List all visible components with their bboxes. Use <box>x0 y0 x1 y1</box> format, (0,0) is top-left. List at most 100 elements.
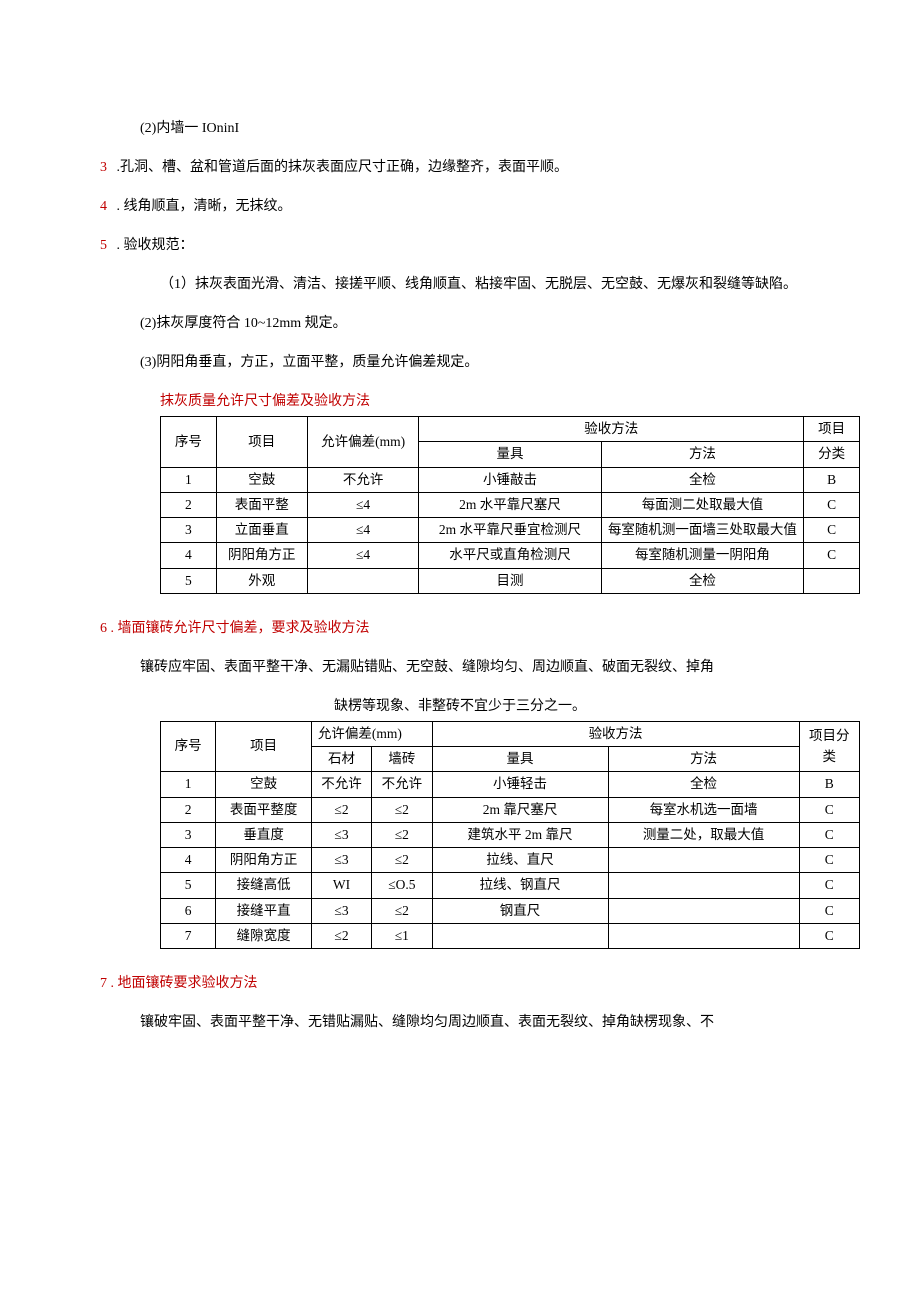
cell: 7 <box>161 923 216 948</box>
table-header-row: 序号 项目 允许偏差(mm) 验收方法 项目 <box>161 417 860 442</box>
cell: 每室随机测量一阴阳角 <box>601 543 804 568</box>
cell: C <box>799 822 859 847</box>
table-row: 4阴阳角方正≤3≤2拉线、直尺C <box>161 848 860 873</box>
item-text: .孔洞、槽、盆和管道后面的抹灰表面应尺寸正确，边缘整齐，表面平顺。 <box>113 160 568 175</box>
desc-7: 镶破牢固、表面平整干净、无错贴漏贴、缝隙均匀周边顺直、表面无裂纹、掉角缺楞现象、… <box>100 1012 820 1033</box>
cell: 建筑水平 2m 靠尺 <box>432 822 608 847</box>
cell: ≤O.5 <box>372 873 432 898</box>
item-text: . 验收规范： <box>113 238 194 253</box>
col-tol: 允许偏差(mm) <box>311 721 432 746</box>
desc-6-line2: 缺楞等现象、非整砖不宜少于三分之一。 <box>100 696 820 717</box>
table-row: 5 外观 目测 全检 <box>161 568 860 593</box>
cell: 1 <box>161 772 216 797</box>
table1-caption: 抹灰质量允许尺寸偏差及验收方法 <box>160 391 820 412</box>
col-tool: 量具 <box>419 442 601 467</box>
item-number: 4 <box>100 199 107 214</box>
cell: 全检 <box>601 568 804 593</box>
table-row: 6接缝平直≤3≤2钢直尺C <box>161 898 860 923</box>
item-text: . 墙面镶砖允许尺寸偏差，要求及验收方法 <box>107 621 370 636</box>
cell: 2 <box>161 492 217 517</box>
cell: ≤4 <box>307 543 418 568</box>
list-item-6: 6 . 墙面镶砖允许尺寸偏差，要求及验收方法 <box>100 618 820 639</box>
cell: C <box>799 898 859 923</box>
col-tool: 量具 <box>432 747 608 772</box>
cell: 测量二处，取最大值 <box>608 822 799 847</box>
table-row: 2 表面平整 ≤4 2m 水平靠尺塞尺 每面测二处取最大值 C <box>161 492 860 517</box>
col-seq: 序号 <box>161 417 217 468</box>
cell: 接缝平直 <box>216 898 312 923</box>
cell: C <box>799 797 859 822</box>
cell: 垂直度 <box>216 822 312 847</box>
col-stone: 石材 <box>311 747 371 772</box>
cell: 缝隙宽度 <box>216 923 312 948</box>
list-item-5: 5 . 验收规范： <box>100 235 820 256</box>
cell: ≤2 <box>372 898 432 923</box>
table-row: 4 阴阳角方正 ≤4 水平尺或直角检测尺 每室随机测量一阴阳角 C <box>161 543 860 568</box>
col-method: 验收方法 <box>432 721 799 746</box>
cell: C <box>804 543 860 568</box>
item-text: . 地面镶砖要求验收方法 <box>107 976 258 991</box>
cell: 不允许 <box>372 772 432 797</box>
cell <box>608 873 799 898</box>
cell: 拉线、钢直尺 <box>432 873 608 898</box>
table-plaster-tolerance: 序号 项目 允许偏差(mm) 验收方法 项目 量具 方法 分类 1 空鼓 不允许… <box>160 416 860 594</box>
cell: WI <box>311 873 371 898</box>
cell: 不允许 <box>307 467 418 492</box>
table-row: 5接缝高低WI≤O.5拉线、钢直尺C <box>161 873 860 898</box>
cell <box>307 568 418 593</box>
list-item-7: 7 . 地面镶砖要求验收方法 <box>100 973 820 994</box>
sub-item-5-1: （1）抹灰表面光滑、清洁、接搓平顺、线角顺直、粘接牢固、无脱层、无空鼓、无爆灰和… <box>100 274 820 295</box>
cell: 阴阳角方正 <box>216 848 312 873</box>
cell <box>804 568 860 593</box>
cell: 全检 <box>608 772 799 797</box>
cell: 3 <box>161 822 216 847</box>
cell <box>432 923 608 948</box>
cell: 目测 <box>419 568 601 593</box>
table-header-row: 序号 项目 允许偏差(mm) 验收方法 项目分类 <box>161 721 860 746</box>
list-item-4: 4 . 线角顺直，清晰，无抹纹。 <box>100 196 820 217</box>
col-way: 方法 <box>601 442 804 467</box>
cell: ≤4 <box>307 492 418 517</box>
sub-item-5-3: (3)阴阳角垂直，方正，立面平整，质量允许偏差规定。 <box>100 352 820 373</box>
cell: 外观 <box>216 568 307 593</box>
cell: B <box>799 772 859 797</box>
cell: 4 <box>161 848 216 873</box>
cell: 5 <box>161 873 216 898</box>
item-number: 3 <box>100 160 107 175</box>
cell: 全检 <box>601 467 804 492</box>
cell: 空鼓 <box>216 772 312 797</box>
cell: ≤2 <box>311 797 371 822</box>
item-number: 6 <box>100 621 107 636</box>
list-item-3: 3 .孔洞、槽、盆和管道后面的抹灰表面应尺寸正确，边缘整齐，表面平顺。 <box>100 157 820 178</box>
cell: 2 <box>161 797 216 822</box>
item-number: 5 <box>100 238 107 253</box>
cell <box>608 848 799 873</box>
cell: 5 <box>161 568 217 593</box>
table-row: 2表面平整度≤2≤22m 靠尺塞尺每室水机选一面墙C <box>161 797 860 822</box>
cell: 接缝高低 <box>216 873 312 898</box>
col-seq: 序号 <box>161 721 216 772</box>
cell: 1 <box>161 467 217 492</box>
sub-item-2: (2)内墙一 IOninI <box>100 118 820 139</box>
cell: 水平尺或直角检测尺 <box>419 543 601 568</box>
cell: ≤3 <box>311 898 371 923</box>
col-tol: 允许偏差(mm) <box>307 417 418 468</box>
cell: C <box>799 848 859 873</box>
col-method: 验收方法 <box>419 417 804 442</box>
cell: 小锤敲击 <box>419 467 601 492</box>
cell: 表面平整度 <box>216 797 312 822</box>
cell: 空鼓 <box>216 467 307 492</box>
cell: 小锤轻击 <box>432 772 608 797</box>
cell: ≤2 <box>372 797 432 822</box>
cell: 立面垂直 <box>216 518 307 543</box>
table-wall-tile-tolerance: 序号 项目 允许偏差(mm) 验收方法 项目分类 石材 墙砖 量具 方法 1空鼓… <box>160 721 860 949</box>
col-cat: 项目 <box>804 417 860 442</box>
table-row: 1空鼓不允许不允许小锤轻击全检B <box>161 772 860 797</box>
cell: 不允许 <box>311 772 371 797</box>
cell: B <box>804 467 860 492</box>
item-text: . 线角顺直，清晰，无抹纹。 <box>113 199 292 214</box>
cell <box>608 898 799 923</box>
cell: 拉线、直尺 <box>432 848 608 873</box>
cell: 2m 水平靠尺垂宜检测尺 <box>419 518 601 543</box>
cell: 6 <box>161 898 216 923</box>
